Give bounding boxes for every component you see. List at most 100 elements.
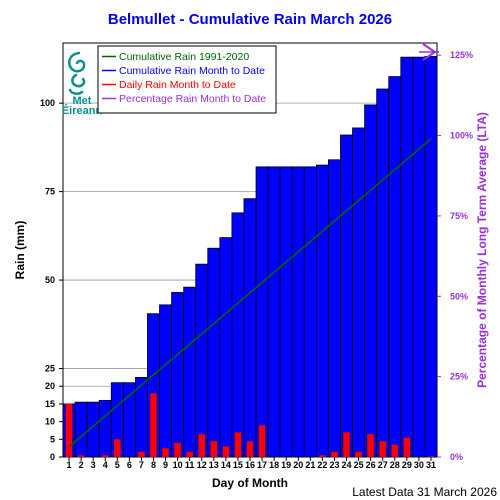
daily-bar xyxy=(258,424,266,458)
y-tick-label: 50 xyxy=(45,275,55,285)
y2-axis-label: Percentage of Monthly Long Term Average … xyxy=(475,112,489,388)
daily-bar xyxy=(65,403,73,458)
x-tick-label: 15 xyxy=(233,460,243,470)
y-tick-label: 20 xyxy=(45,381,55,391)
cumulative-bar xyxy=(159,304,172,458)
cumulative-bar xyxy=(400,56,414,458)
x-tick-label: 12 xyxy=(197,460,207,470)
x-tick-label: 10 xyxy=(173,460,183,470)
x-tick-label: 3 xyxy=(91,460,96,470)
x-tick-label: 5 xyxy=(115,460,120,470)
x-tick-label: 30 xyxy=(414,460,424,470)
legend-label: Daily Rain Month to Date xyxy=(119,79,236,91)
daily-bar xyxy=(342,432,351,458)
y-tick-label: 100 xyxy=(40,98,55,108)
x-tick-label: 27 xyxy=(378,460,388,470)
cumulative-bar xyxy=(267,166,281,458)
daily-bar xyxy=(403,437,411,458)
cumulative-bar xyxy=(303,166,317,458)
x-tick-label: 24 xyxy=(342,460,352,470)
met-eireann-swirl-icon xyxy=(68,51,86,95)
daily-bar xyxy=(162,447,170,458)
x-tick-label: 4 xyxy=(103,460,108,470)
daily-bar xyxy=(198,433,206,458)
x-axis-ticks: 1 2 3 4 5 6 7 8 9 10 11 12 13 14 15 16 17 18 19 20 21 22 23 24 2… xyxy=(67,457,436,470)
y-tick-label: 0 xyxy=(50,452,55,462)
x-tick-label: 21 xyxy=(305,460,315,470)
lta-series-line xyxy=(68,138,432,448)
x-tick-label: 29 xyxy=(402,460,412,470)
x-tick-label: 22 xyxy=(317,460,327,470)
cumulative-bar xyxy=(195,263,209,458)
y-axis-ticks: 0 5 10 15 20 25 50 75 100 xyxy=(40,98,63,462)
percentage-marker xyxy=(419,43,439,61)
x-tick-label: 25 xyxy=(354,460,364,470)
met-eireann-logo: Met Éireann xyxy=(62,51,103,117)
cumulative-bar xyxy=(279,166,293,458)
chart-title: Belmullet - Cumulative Rain March 2026 xyxy=(108,11,392,28)
daily-bar xyxy=(318,455,326,458)
y2-axis-ticks: 0% 25% 50% 75% 100% 125% xyxy=(437,50,473,462)
daily-bar xyxy=(77,455,85,458)
cumulative-bar xyxy=(412,56,426,458)
cumulative-bar xyxy=(243,198,257,458)
daily-bar xyxy=(379,440,387,458)
x-tick-label: 13 xyxy=(209,460,219,470)
y-tick-label: 10 xyxy=(45,417,55,427)
x-tick-label: 31 xyxy=(426,460,436,470)
cumulative-bar xyxy=(352,127,366,458)
cumulative-bar xyxy=(74,401,88,458)
y-tick-label: 15 xyxy=(45,399,55,409)
y-axis-label: Rain (mm) xyxy=(13,221,27,280)
logo-text-eireann: Éireann xyxy=(62,104,103,117)
x-tick-label: 16 xyxy=(245,460,255,470)
daily-bar xyxy=(174,442,182,458)
x-axis-label: Day of Month xyxy=(212,476,288,490)
daily-bar xyxy=(367,433,375,458)
daily-bar xyxy=(246,440,254,458)
daily-bar xyxy=(137,451,145,458)
x-tick-label: 18 xyxy=(269,460,279,470)
cumulative-bar xyxy=(291,166,305,458)
x-tick-label: 19 xyxy=(281,460,291,470)
y-tick-label: 5 xyxy=(50,434,55,444)
cumulative-bar xyxy=(315,164,329,458)
daily-bar xyxy=(234,432,242,458)
y2-tick-label: 100% xyxy=(450,131,473,141)
daily-bar xyxy=(149,393,158,458)
cumulative-bar xyxy=(122,382,136,458)
y-tick-label: 75 xyxy=(45,187,55,197)
legend: Cumulative Rain 1991-2020 Cumulative Rain… xyxy=(97,45,277,114)
cumulative-bar xyxy=(98,399,112,458)
cumulative-bar xyxy=(231,212,245,458)
cumulative-bar xyxy=(376,88,390,458)
daily-bar xyxy=(222,446,230,458)
x-tick-label: 9 xyxy=(163,460,168,470)
footer-latest-data: Latest Data 31 March 2026 xyxy=(352,485,497,499)
cumulative-bar xyxy=(207,247,221,458)
cumulative-bar xyxy=(255,166,269,458)
daily-bar xyxy=(330,451,338,458)
daily-bar xyxy=(355,451,363,458)
logo-text-met: Met xyxy=(73,95,92,107)
y2-tick-label: 50% xyxy=(450,291,468,301)
x-tick-label: 11 xyxy=(185,460,195,470)
legend-label: Cumulative Rain 1991-2020 xyxy=(119,51,249,63)
cumulative-bar xyxy=(388,76,402,458)
daily-bar xyxy=(101,455,109,458)
x-tick-label: 8 xyxy=(151,460,156,470)
x-tick-label: 2 xyxy=(79,460,84,470)
cumulative-bar xyxy=(219,237,233,458)
x-tick-label: 17 xyxy=(257,460,267,470)
y-tick-label: 25 xyxy=(45,364,55,374)
x-tick-label: 28 xyxy=(390,460,400,470)
daily-bars xyxy=(65,393,435,458)
x-tick-label: 7 xyxy=(139,460,144,470)
legend-label: Cumulative Rain Month to Date xyxy=(119,65,265,77)
cumulative-bar xyxy=(183,286,197,458)
x-tick-label: 1 xyxy=(67,460,72,470)
x-tick-label: 26 xyxy=(366,460,376,470)
y2-tick-label: 75% xyxy=(450,211,468,221)
x-tick-label: 23 xyxy=(329,460,339,470)
